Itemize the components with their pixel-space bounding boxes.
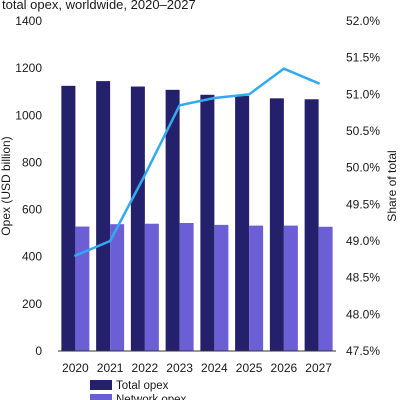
x-tick-label: 2020 [62, 361, 89, 375]
x-tick-label: 2023 [166, 361, 193, 375]
y-tick-label: 1400 [15, 14, 42, 28]
y-right-tick-label: 47.5% [346, 344, 380, 358]
bar-total-opex-2025 [235, 95, 250, 351]
y-tick-label: 600 [22, 203, 42, 217]
x-tick-label: 2021 [97, 361, 124, 375]
legend-swatch-total-opex [90, 380, 112, 390]
legend: Total opex Network opex [90, 380, 187, 400]
bar-network-opex-2025 [249, 225, 264, 351]
legend-label-network-opex: Network opex [116, 394, 187, 400]
x-tick-label: 2024 [201, 361, 228, 375]
bars-layer [61, 81, 333, 352]
axes-layer: 0 200 400 600 800 1000 1200 1400 47.5% 48.0% 48.5%… [0, 14, 399, 375]
y-right-tick-label: 50.0% [346, 161, 380, 175]
y-axis-title: Opex (USD billion) [0, 136, 13, 235]
bar-network-opex-2024 [214, 224, 229, 351]
y-tick-label: 800 [22, 155, 42, 169]
y-right-tick-label: 49.5% [346, 197, 380, 211]
y-tick-label: 0 [35, 344, 42, 358]
bar-network-opex-2021 [110, 224, 125, 351]
bar-total-opex-2024 [200, 94, 215, 352]
bar-network-opex-2026 [283, 225, 298, 351]
x-tick-label: 2025 [236, 361, 263, 375]
chart-title: total opex, worldwide, 2020–2027 [2, 0, 196, 12]
bar-total-opex-2020 [61, 85, 76, 352]
bar-total-opex-2027 [304, 99, 319, 351]
y-right-tick-label: 48.5% [346, 271, 380, 285]
y-right-axis-title: Share of total [385, 150, 399, 221]
y-right-tick-label: 51.0% [346, 87, 380, 101]
x-tick-label: 2022 [132, 361, 159, 375]
x-tick-label: 2027 [305, 361, 332, 375]
share-of-total-line [74, 67, 320, 257]
y-right-tick-label: 49.0% [346, 234, 380, 248]
bar-total-opex-2023 [165, 89, 180, 351]
y-tick-label: 1200 [15, 61, 42, 75]
y-right-tick-label: 52.0% [346, 14, 380, 28]
y-right-tick-label: 48.0% [346, 307, 380, 321]
y-tick-label: 400 [22, 250, 42, 264]
bar-network-opex-2022 [144, 223, 159, 351]
bar-total-opex-2026 [269, 98, 284, 351]
y-right-tick-label: 50.5% [346, 124, 380, 138]
bar-network-opex-2027 [318, 226, 333, 351]
y-tick-label: 1000 [15, 108, 42, 122]
bar-network-opex-2020 [75, 226, 90, 351]
bar-total-opex-2021 [96, 81, 111, 351]
bar-total-opex-2022 [130, 86, 145, 352]
x-tick-label: 2026 [271, 361, 298, 375]
share-line-layer [74, 67, 320, 257]
legend-swatch-network-opex [90, 394, 112, 400]
y-tick-label: 200 [22, 297, 42, 311]
y-right-tick-label: 51.5% [346, 51, 380, 65]
legend-label-total-opex: Total opex [116, 380, 169, 392]
bar-network-opex-2023 [179, 223, 194, 351]
